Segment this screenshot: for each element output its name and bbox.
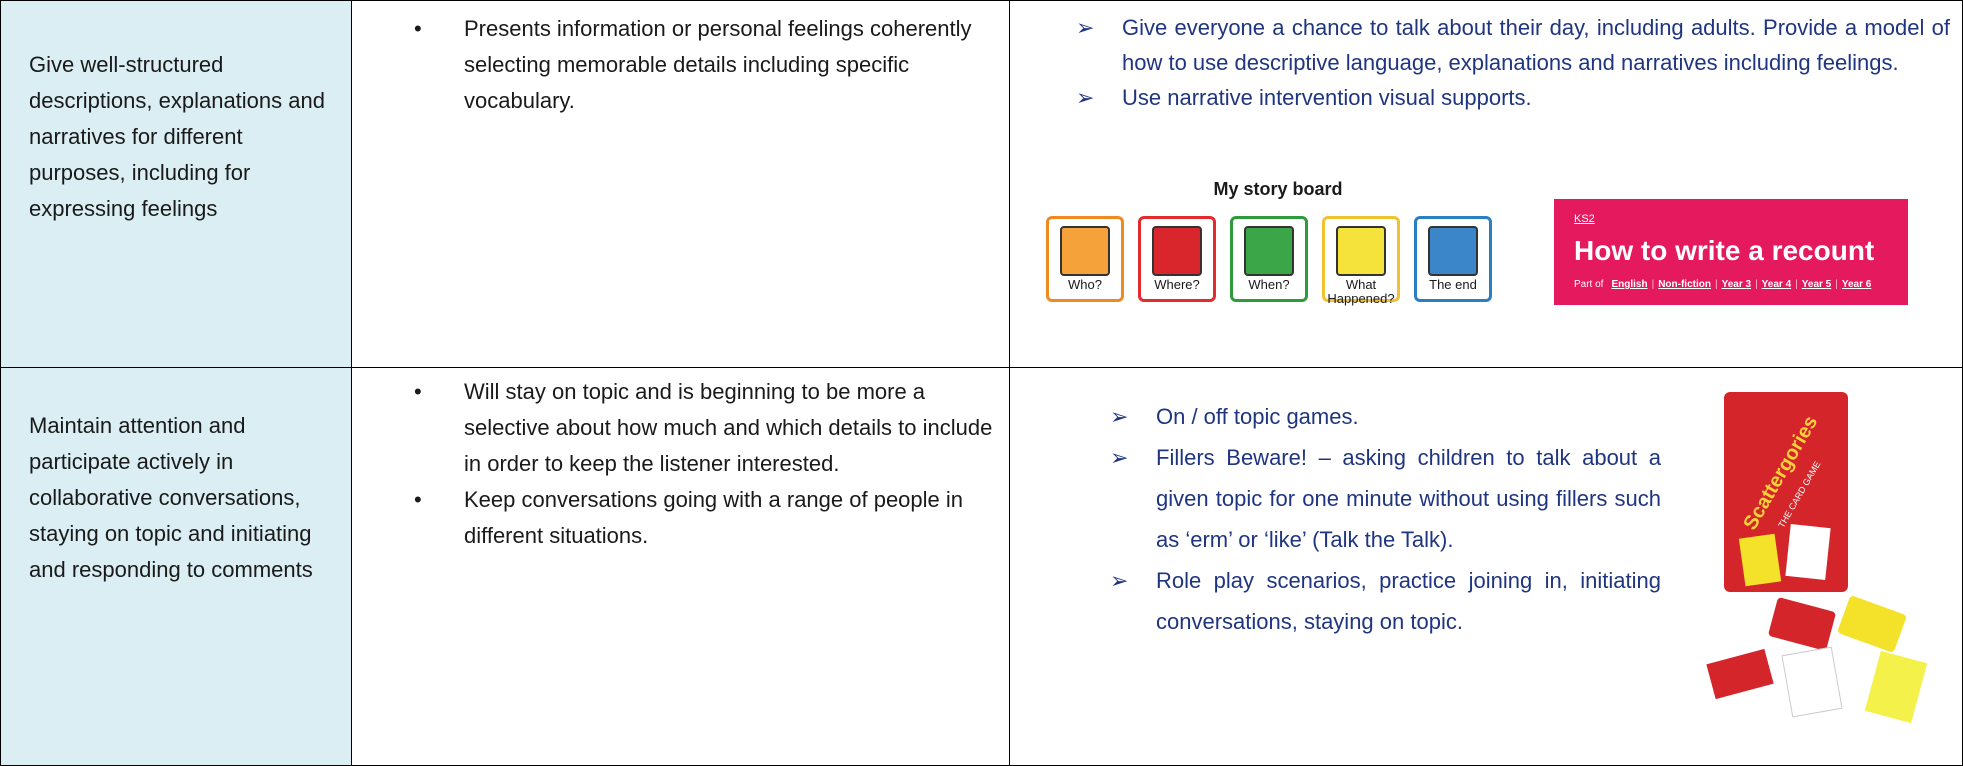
card-icon — [1336, 226, 1386, 276]
card-label: What Happened? — [1327, 277, 1395, 306]
sep: | — [1755, 279, 1758, 290]
banner-link: Year 6 — [1841, 279, 1872, 290]
outcome-cell: Presents information or personal feeling… — [351, 0, 1010, 368]
banner-link: English — [1611, 279, 1648, 290]
story-card: When? — [1230, 216, 1308, 302]
outcome: Keep conversations going with a range of… — [352, 482, 1009, 554]
sep: | — [1651, 279, 1655, 290]
card-icon — [1152, 226, 1202, 276]
strategy: Fillers Beware! – asking children to tal… — [1010, 437, 1661, 560]
banner-part-of: Part of — [1574, 279, 1604, 290]
skill-cell: Maintain attention and participate activ… — [0, 367, 352, 766]
recount-banner: KS2 How to write a recount Part of Englis… — [1554, 199, 1908, 305]
outcome: Presents information or personal feeling… — [352, 11, 1009, 119]
game-image: Scattergories THE CARD GAME — [1706, 392, 1928, 724]
story-board-title: My story board — [1213, 179, 1343, 199]
outcome-list: Will stay on topic and is beginning to b… — [352, 374, 1009, 554]
story-card: Who? — [1046, 216, 1124, 302]
story-card: The end — [1414, 216, 1492, 302]
skill-cell: Give well-structured descriptions, expla… — [0, 0, 352, 368]
strategy-cell: Give everyone a chance to talk about the… — [1009, 0, 1963, 368]
story-card: What Happened? — [1322, 216, 1400, 306]
banner-links: Part of English | Non-fiction | Year 3 | Year 4… — [1574, 279, 1871, 290]
outcome: Will stay on topic and is beginning to b… — [352, 374, 1009, 482]
banner-tag: KS2 — [1574, 213, 1595, 225]
banner-title: How to write a recount — [1574, 235, 1875, 266]
banner-link: Year 5 — [1801, 279, 1832, 290]
strategy: Role play scenarios, practice joining in… — [1010, 560, 1661, 642]
strategy: Give everyone a chance to talk about the… — [1010, 10, 1962, 80]
banner-link: Year 4 — [1761, 279, 1792, 290]
skill-text: Give well-structured descriptions, expla… — [29, 52, 325, 221]
card-label: Who? — [1068, 277, 1102, 292]
card — [1785, 524, 1831, 580]
card — [1864, 650, 1928, 724]
card-stack — [1838, 596, 1906, 652]
outcome-list: Presents information or personal feeling… — [352, 11, 1009, 119]
card — [1781, 646, 1843, 718]
card-icon — [1428, 226, 1478, 276]
strategy: On / off topic games. — [1010, 396, 1661, 437]
strategy-list: Give everyone a chance to talk about the… — [1010, 10, 1962, 115]
skill-text: Maintain attention and participate activ… — [29, 413, 313, 582]
banner-link: Non-fiction — [1658, 279, 1711, 290]
outcome-cell: Will stay on topic and is beginning to b… — [351, 367, 1010, 766]
card — [1706, 648, 1774, 700]
sep: | — [1795, 279, 1798, 290]
card — [1738, 533, 1782, 587]
strategy-list: On / off topic games.Fillers Beware! – a… — [1010, 396, 1962, 642]
sep: | — [1835, 279, 1838, 290]
card-icon — [1060, 226, 1110, 276]
banner-link: Year 3 — [1721, 279, 1752, 290]
card-icon — [1244, 226, 1294, 276]
story-board: Who? Where? When? What Happened? The end — [1046, 216, 1506, 308]
story-card: Where? — [1138, 216, 1216, 302]
card-label: The end — [1429, 277, 1477, 292]
strategy-cell: On / off topic games.Fillers Beware! – a… — [1009, 367, 1963, 766]
strategy: Use narrative intervention visual suppor… — [1010, 80, 1962, 115]
card-stack — [1768, 597, 1836, 651]
sep: | — [1714, 279, 1718, 290]
card-label: Where? — [1154, 277, 1200, 292]
card-label: When? — [1248, 277, 1290, 292]
